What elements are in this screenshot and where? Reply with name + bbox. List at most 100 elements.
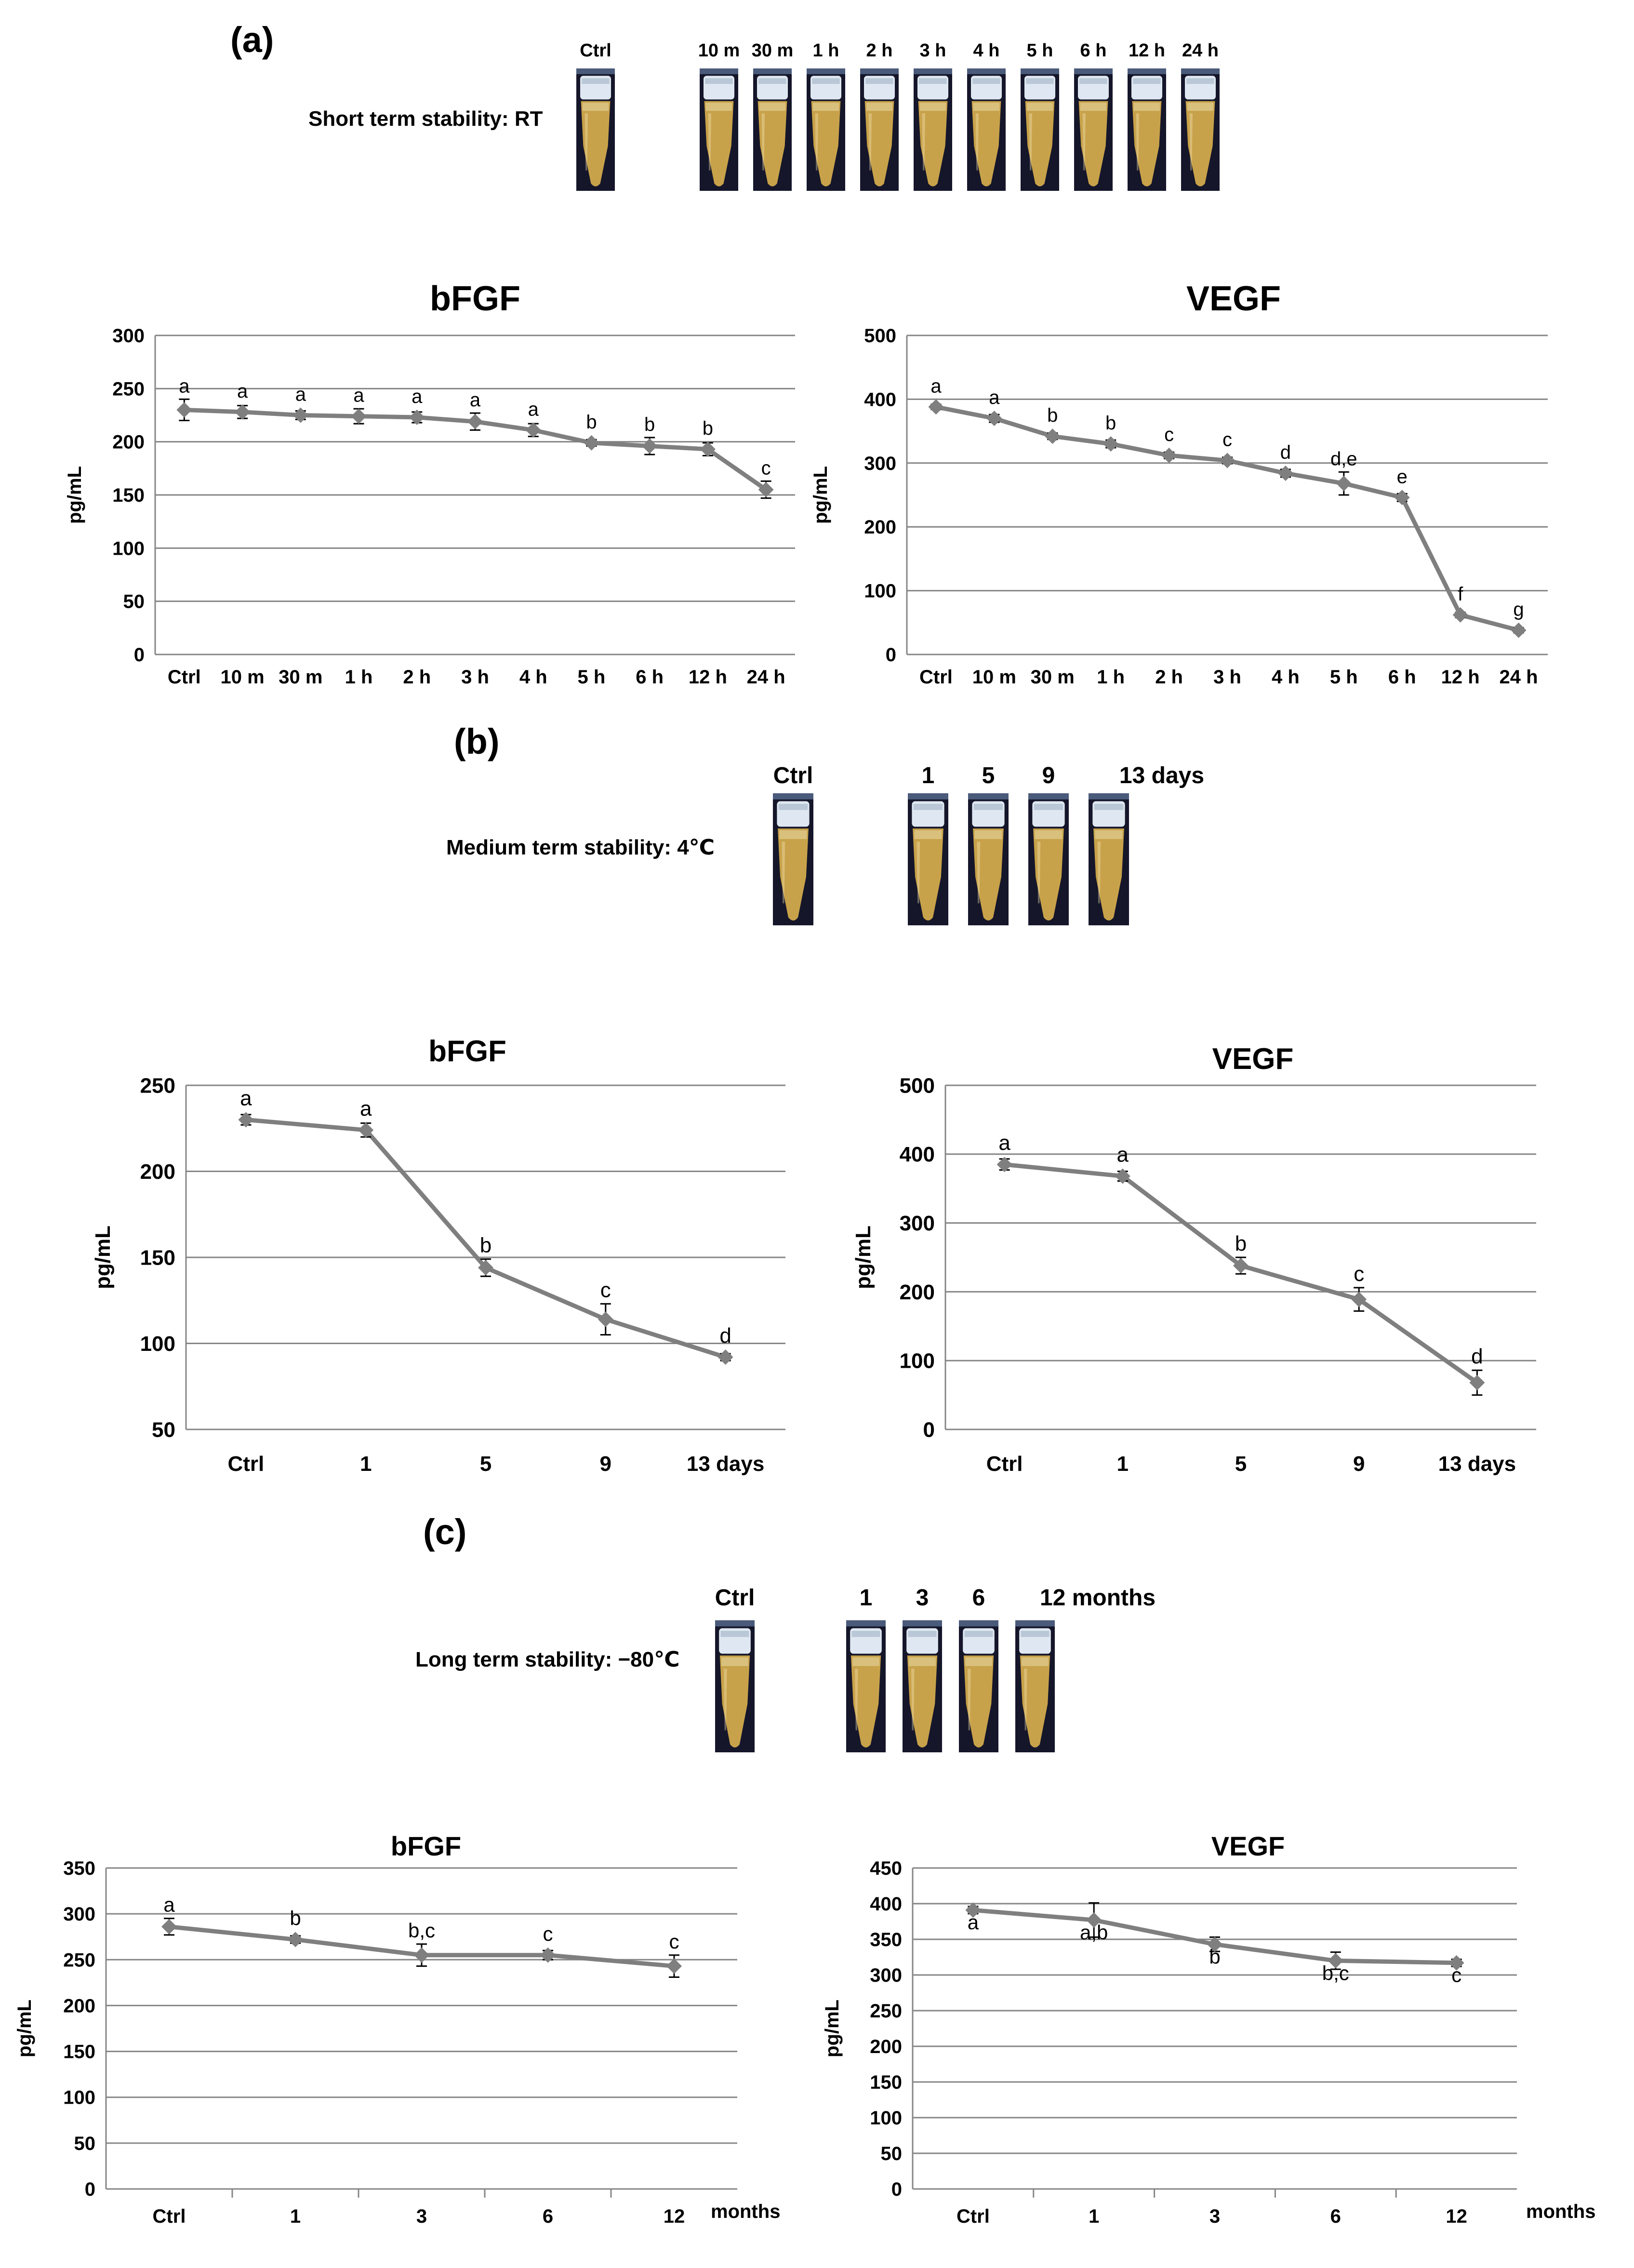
chart-a-vegf: 0 100 200 300 400 500 VEGF pg/mL Ctrl 10 m 30 m 1 h… — [810, 280, 1548, 688]
significance-label: b — [703, 418, 713, 439]
y-tick-label: 0 — [891, 2179, 902, 2200]
y-tick-label: 250 — [112, 378, 145, 400]
data-point — [1103, 436, 1119, 452]
sample-tube — [967, 68, 1006, 191]
significance-label: c — [1222, 429, 1232, 451]
chart-c-bfgf: 0 50 100 150 200 250 300 350 bFGF pg/mL Ctrl 1 3 6 12 m… — [14, 1831, 780, 2227]
x-tick-label: 13 days — [687, 1452, 764, 1476]
data-point — [1336, 476, 1352, 492]
significance-label: b — [644, 414, 655, 435]
data-point — [1086, 1912, 1102, 1928]
x-tick-label: 12 — [1446, 2206, 1467, 2227]
significance-label: a — [412, 386, 423, 407]
sample-tube — [968, 793, 1009, 925]
y-axis-label: pg/mL — [64, 466, 85, 524]
y-axis-label: pg/mL — [851, 1226, 875, 1289]
significance-label: a — [998, 1131, 1010, 1155]
chart-b-bfgf: 50 100 150 200 250 bFGF pg/mL Ctrl 1 5 9 13 days a a b… — [91, 1035, 785, 1476]
data-point — [1452, 607, 1468, 623]
significance-label: b,c — [1322, 1961, 1349, 1984]
y-tick-label: 150 — [140, 1246, 175, 1269]
y-tick-label: 500 — [900, 1074, 935, 1097]
y-tick-label: 50 — [123, 591, 145, 613]
data-point — [965, 1902, 981, 1918]
sample-tube-label: 5 h — [1026, 40, 1053, 61]
data-point — [292, 407, 308, 423]
significance-label: a — [237, 381, 248, 402]
data-point — [161, 1919, 177, 1934]
sample-tube-label: 3 h — [919, 40, 946, 61]
sample-tube-label: 12 months — [1039, 1585, 1156, 1611]
significance-label: d — [719, 1324, 731, 1347]
data-point — [1045, 428, 1061, 444]
data-point — [1161, 447, 1177, 463]
significance-label: d — [1471, 1345, 1483, 1368]
y-tick-label: 300 — [112, 325, 145, 347]
sample-tube — [908, 793, 948, 925]
y-tick-label: 200 — [63, 1995, 95, 2016]
x-tick-label: 24 h — [1500, 667, 1538, 688]
significance-label: c — [543, 1922, 553, 1945]
sample-tube — [914, 68, 952, 191]
significance-label: b — [290, 1907, 301, 1929]
sample-tube-label: 4 h — [973, 40, 1000, 61]
sample-tube-label: 3 — [916, 1585, 929, 1611]
data-point — [1277, 465, 1293, 481]
chart-title: bFGF — [428, 1035, 506, 1068]
sample-tube-label: 1 — [859, 1585, 873, 1611]
data-point — [700, 441, 716, 457]
data-point — [525, 422, 541, 438]
x-tick-label: 2 h — [1155, 667, 1183, 688]
panel-a-label: (a) — [230, 20, 274, 60]
significance-label: a — [989, 387, 1000, 408]
x-tick-label: 3 — [1209, 2206, 1220, 2227]
chart-c-vegf: 0 50 100 150 200 250 300 350 400 450 VEGF pg/mL Ctrl… — [822, 1831, 1595, 2227]
y-axis-label: pg/mL — [14, 2000, 35, 2057]
y-tick-label: 200 — [112, 432, 145, 453]
x-tick-label: 12 h — [1441, 667, 1480, 688]
panel-a-stability-label: Short term stability: RT — [308, 107, 543, 131]
x-tick-label: 1 h — [1097, 667, 1125, 688]
y-tick-label: 0 — [886, 644, 896, 666]
sample-tube — [1021, 68, 1059, 191]
x-tick-label: Ctrl — [956, 2206, 990, 2227]
significance-label: b — [586, 412, 597, 433]
significance-label: a — [353, 385, 364, 406]
x-tick-label: Ctrl — [153, 2206, 186, 2227]
y-tick-label: 100 — [112, 538, 145, 559]
data-point — [1511, 622, 1527, 638]
data-point — [717, 1349, 733, 1365]
ctrl-tube — [773, 793, 813, 925]
x-tick-label: 1 — [290, 2206, 301, 2227]
x-tick-label: 10 m — [972, 667, 1016, 688]
y-tick-label: 300 — [900, 1212, 935, 1235]
x-tick-label: 5 h — [578, 667, 606, 688]
significance-label: c — [1451, 1964, 1461, 1987]
y-tick-label: 400 — [900, 1143, 935, 1166]
chart-b-vegf: 0 100 200 300 400 500 VEGF pg/mL Ctrl 1 5 9 13 days a… — [851, 1042, 1536, 1476]
x-tick-label: 5 h — [1330, 667, 1358, 688]
y-tick-label: 0 — [85, 2179, 95, 2200]
x-tick-label: 9 — [1353, 1452, 1365, 1476]
y-tick-label: 100 — [63, 2087, 95, 2108]
x-tick-label: Ctrl — [919, 667, 953, 688]
sample-tube-label: 30 m — [751, 40, 794, 61]
y-tick-label: 300 — [864, 453, 896, 474]
x-tick-label: 10 m — [221, 667, 265, 688]
sample-tube — [860, 68, 899, 191]
data-point — [1351, 1292, 1367, 1307]
data-point — [540, 1947, 556, 1963]
x-unit-label: months — [711, 2201, 780, 2222]
significance-label: b — [1235, 1232, 1247, 1255]
sample-tube — [846, 1620, 886, 1752]
y-tick-label: 300 — [870, 1965, 902, 1986]
significance-label: b — [1209, 1945, 1220, 1968]
significance-label: d — [1280, 442, 1291, 463]
data-point — [358, 1122, 374, 1138]
sample-tube — [1074, 68, 1113, 191]
x-tick-label: 13 days — [1438, 1452, 1516, 1476]
sample-tube — [903, 1620, 942, 1752]
data-point — [176, 402, 192, 418]
data-point — [1233, 1258, 1249, 1274]
y-tick-label: 250 — [63, 1949, 95, 1971]
